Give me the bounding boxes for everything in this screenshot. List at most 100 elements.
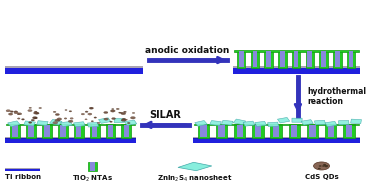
Bar xyxy=(5,168,40,169)
Bar xyxy=(347,51,355,68)
Circle shape xyxy=(55,119,59,121)
Bar xyxy=(28,125,34,137)
Bar xyxy=(74,124,84,138)
Bar xyxy=(26,124,36,138)
Circle shape xyxy=(124,111,126,113)
Bar xyxy=(5,67,144,68)
Bar xyxy=(232,67,360,68)
Bar xyxy=(192,138,360,139)
Bar xyxy=(44,125,50,137)
Polygon shape xyxy=(338,120,349,125)
Circle shape xyxy=(35,117,37,119)
Bar xyxy=(5,67,144,68)
Bar xyxy=(5,67,144,68)
Bar xyxy=(5,168,40,169)
Bar xyxy=(335,51,340,67)
Polygon shape xyxy=(37,121,48,126)
Circle shape xyxy=(85,111,88,112)
Polygon shape xyxy=(292,118,302,122)
Bar xyxy=(192,137,360,138)
Bar xyxy=(192,137,360,138)
Bar xyxy=(292,51,301,68)
Bar xyxy=(232,68,360,74)
Bar xyxy=(321,51,326,67)
Bar xyxy=(5,137,136,138)
Bar xyxy=(232,67,360,68)
Bar xyxy=(90,124,99,138)
Bar xyxy=(5,67,144,68)
Bar xyxy=(232,67,360,68)
Bar xyxy=(232,67,360,68)
Bar xyxy=(232,67,360,68)
Text: hydrothermal
reaction: hydrothermal reaction xyxy=(307,87,366,106)
Bar xyxy=(216,124,227,138)
Circle shape xyxy=(28,122,32,123)
Bar xyxy=(5,137,136,138)
Bar xyxy=(105,124,116,138)
Bar xyxy=(232,67,360,68)
Circle shape xyxy=(14,112,19,114)
Bar xyxy=(5,67,144,68)
Bar xyxy=(278,51,287,68)
Circle shape xyxy=(39,107,42,109)
Circle shape xyxy=(125,119,127,120)
Circle shape xyxy=(64,118,67,119)
Bar xyxy=(234,124,245,138)
Bar xyxy=(10,124,20,138)
Bar xyxy=(192,137,360,138)
Polygon shape xyxy=(255,121,266,126)
Bar xyxy=(5,67,144,68)
Bar xyxy=(270,124,282,138)
Bar xyxy=(124,125,129,137)
Polygon shape xyxy=(243,121,255,126)
Bar xyxy=(192,137,360,138)
Circle shape xyxy=(323,164,326,165)
Bar xyxy=(232,67,360,68)
Circle shape xyxy=(324,165,327,166)
Bar xyxy=(327,125,334,137)
Bar xyxy=(58,124,68,138)
Bar xyxy=(232,67,360,68)
Bar xyxy=(5,137,136,138)
Bar xyxy=(232,67,360,68)
Circle shape xyxy=(53,121,58,124)
Bar xyxy=(5,67,144,68)
Bar xyxy=(5,168,40,169)
Bar xyxy=(346,125,352,137)
Bar xyxy=(92,125,98,137)
Text: anodic oxidation: anodic oxidation xyxy=(145,47,229,56)
Circle shape xyxy=(318,168,321,169)
Circle shape xyxy=(34,111,37,112)
Polygon shape xyxy=(277,117,290,123)
Circle shape xyxy=(33,117,37,119)
Bar xyxy=(5,168,40,169)
Circle shape xyxy=(130,117,135,119)
Bar xyxy=(192,137,360,138)
Circle shape xyxy=(110,110,115,112)
Bar xyxy=(5,67,144,68)
Bar xyxy=(307,51,312,67)
Bar xyxy=(237,51,245,68)
Polygon shape xyxy=(325,121,337,127)
Circle shape xyxy=(319,165,322,167)
Bar xyxy=(5,168,40,169)
Bar xyxy=(42,124,52,138)
Bar xyxy=(234,50,359,52)
Circle shape xyxy=(88,113,92,115)
Bar xyxy=(232,67,360,68)
Bar xyxy=(319,51,328,68)
Circle shape xyxy=(10,111,14,112)
Bar xyxy=(192,137,360,138)
Bar xyxy=(192,138,360,139)
Bar xyxy=(192,138,360,143)
Bar xyxy=(5,137,136,138)
Circle shape xyxy=(121,112,126,115)
Bar xyxy=(5,168,40,169)
Bar xyxy=(5,137,136,138)
Bar xyxy=(194,124,359,125)
Bar xyxy=(5,138,136,139)
Polygon shape xyxy=(99,118,111,123)
Circle shape xyxy=(116,108,119,110)
Bar xyxy=(5,68,144,74)
Bar xyxy=(60,125,65,137)
